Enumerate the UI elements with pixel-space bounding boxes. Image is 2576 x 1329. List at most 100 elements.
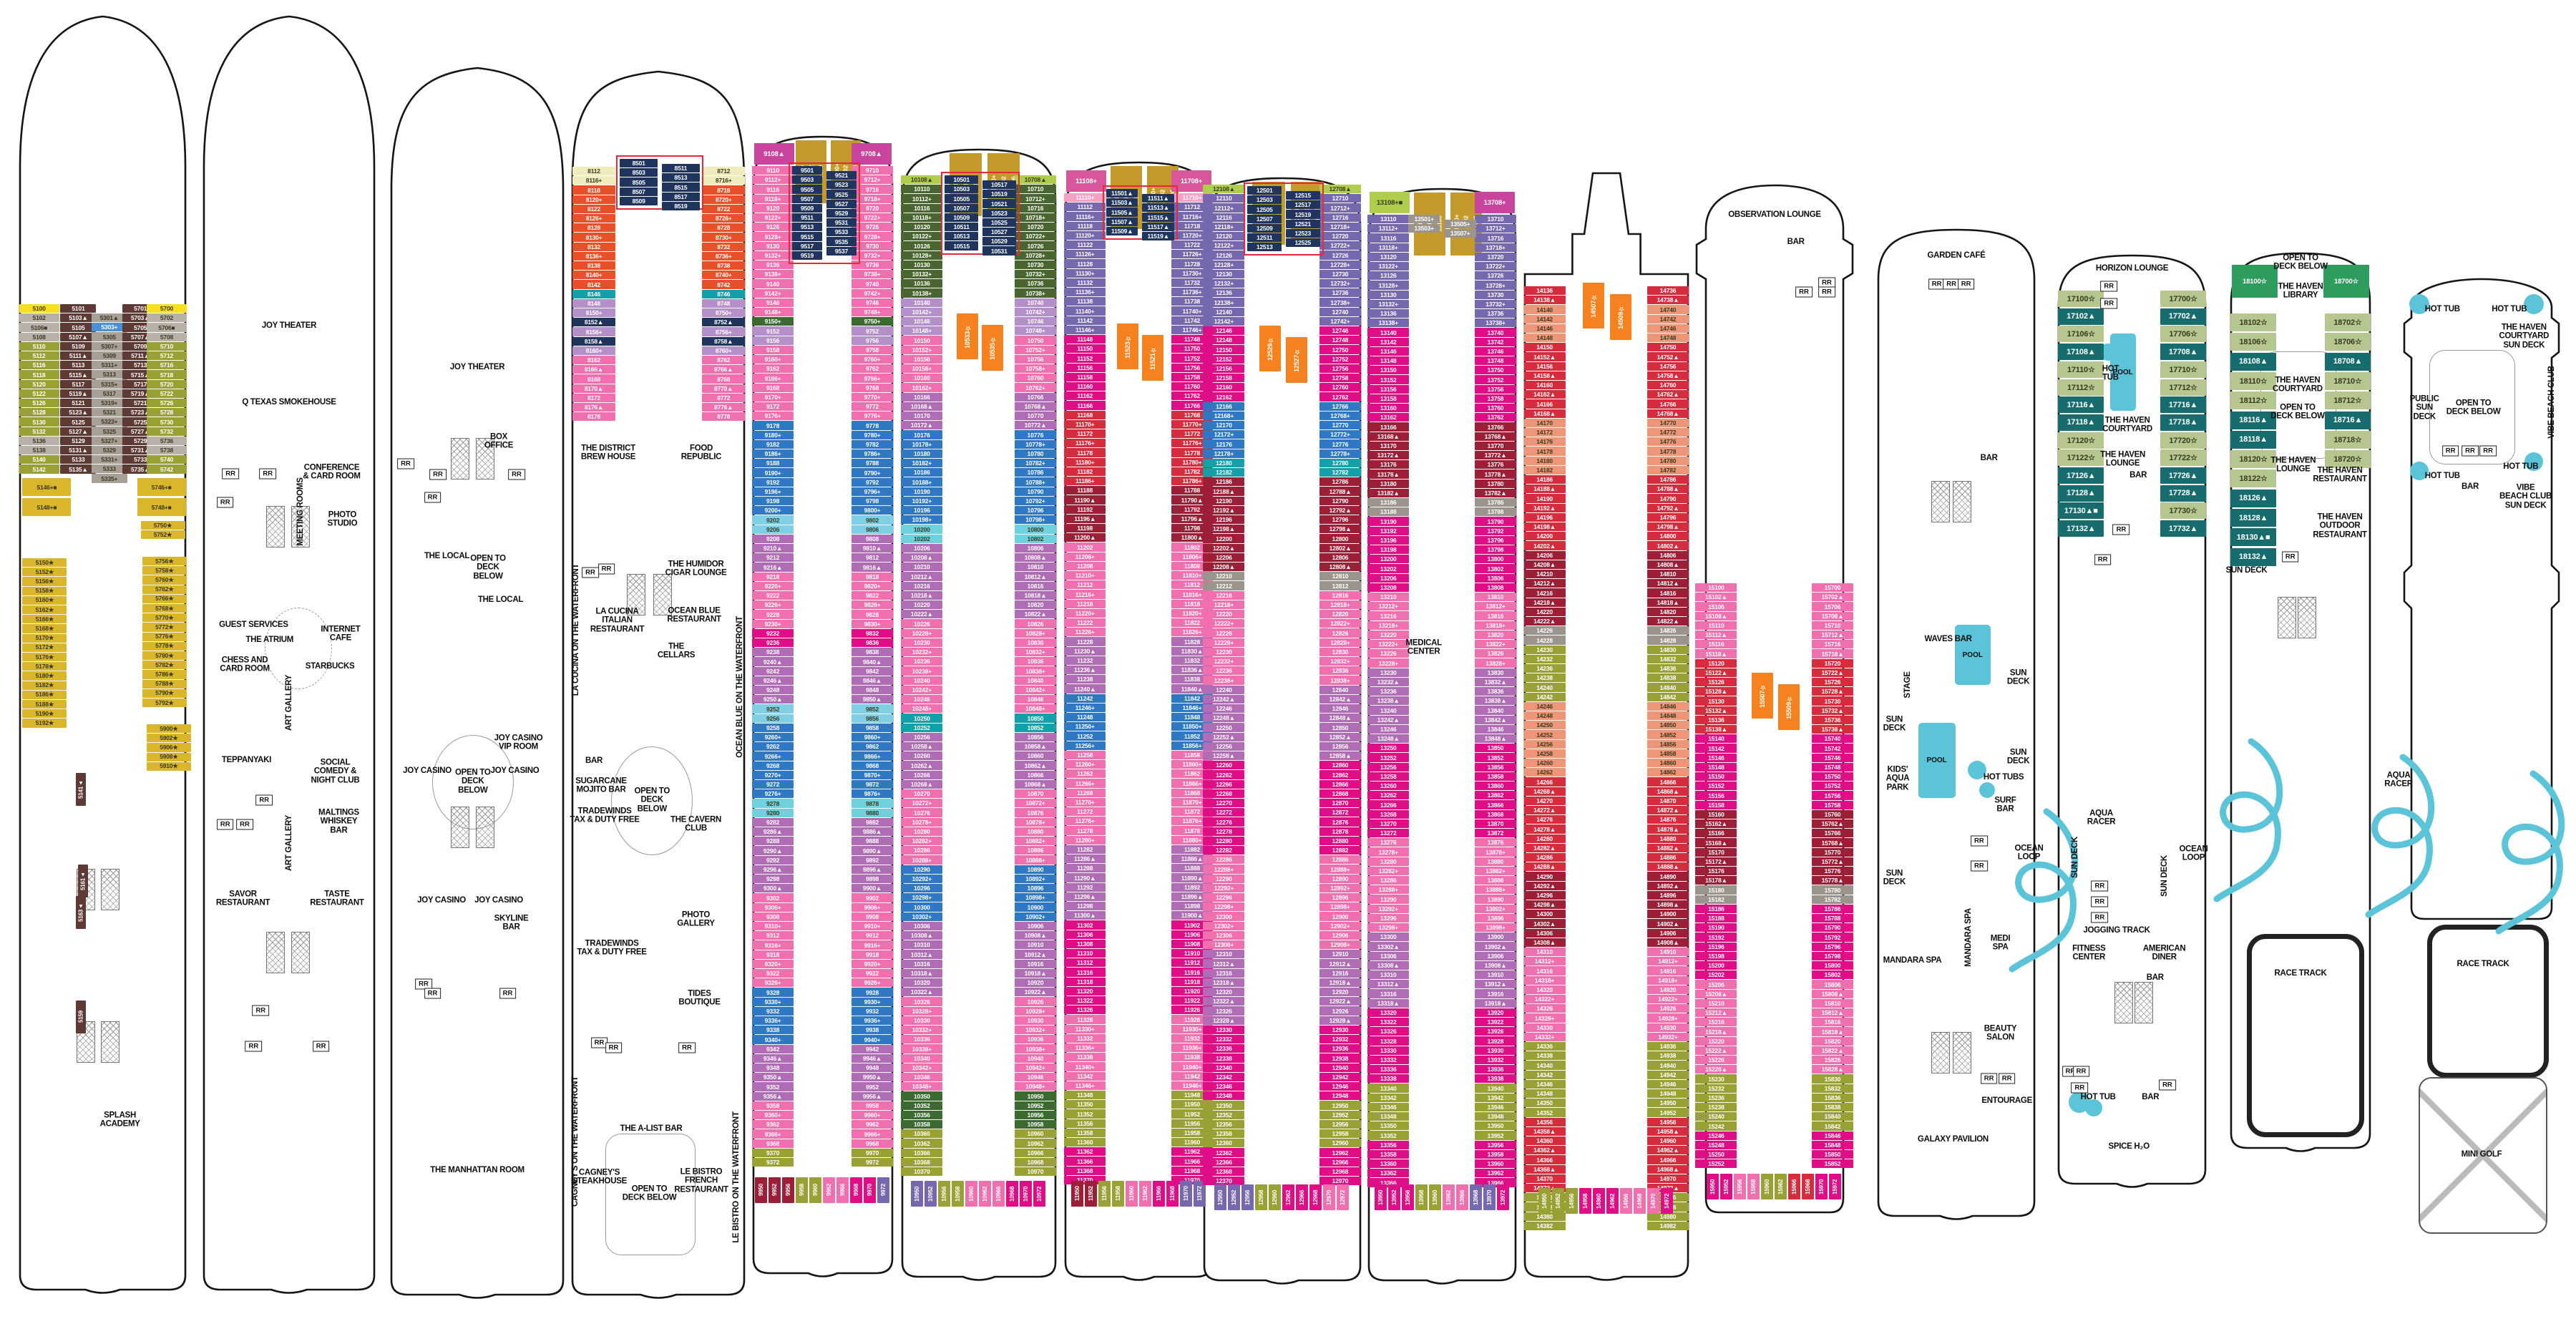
cabin-number: 11342 bbox=[1064, 1071, 1106, 1081]
cabin-number: 13182▲ bbox=[1367, 488, 1410, 498]
cabin-number: 14302▲ bbox=[1523, 919, 1566, 928]
cabin-number: 8146 bbox=[572, 289, 615, 298]
cabin-number: 11142 bbox=[1064, 316, 1106, 325]
cabin-number: 10862▲ bbox=[1015, 761, 1056, 770]
cabin-number: 10942+ bbox=[1015, 1063, 1056, 1073]
cabin-number: 9830+ bbox=[852, 619, 893, 628]
cabin-number: 5910★ bbox=[146, 761, 191, 771]
cabin-number: 9936+ bbox=[852, 1016, 893, 1026]
cabin-number: 12118+ bbox=[1203, 222, 1245, 232]
cabin-number: 14742 bbox=[1647, 314, 1689, 323]
cabin-number: 9362 bbox=[752, 1120, 794, 1129]
venue-label: JOY THEATER bbox=[449, 362, 505, 371]
cabin-number: 13828+ bbox=[1475, 658, 1516, 668]
cabin-number: 14252 bbox=[1523, 730, 1566, 739]
cabin-number: 8742 bbox=[702, 280, 746, 289]
cabin-number: 11158 bbox=[1064, 372, 1106, 382]
cabin-number: 9352 bbox=[752, 1082, 794, 1091]
cabin-number: 9882 bbox=[852, 817, 893, 827]
cabin-number: 10788+ bbox=[1015, 477, 1056, 487]
cabin-number: 11276+ bbox=[1064, 817, 1106, 826]
cabin-number: 13503+ bbox=[1407, 224, 1440, 233]
cabin-number: 12356 bbox=[1203, 1119, 1245, 1129]
cabin-number: 9732+ bbox=[852, 250, 893, 261]
venue-label: KIDS' AQUA PARK bbox=[1885, 765, 1910, 792]
cabin-number: 11208 bbox=[1064, 561, 1106, 571]
cabin-number: 10513 bbox=[945, 232, 978, 241]
cabin-number: 9501 bbox=[792, 166, 822, 175]
cabin-number: 15716 bbox=[1812, 640, 1853, 649]
elevator-icon bbox=[476, 807, 494, 848]
cabin-number: 10122+ bbox=[901, 232, 943, 241]
cabin-number: 15166 bbox=[1695, 829, 1737, 838]
cabin-number: 12322▲ bbox=[1203, 997, 1245, 1006]
cabin-number: 9896▲ bbox=[852, 865, 893, 875]
cabin-number: 10192+ bbox=[901, 496, 943, 506]
cabin-number: 13272 bbox=[1367, 829, 1410, 838]
cabin-number: 18720☆ bbox=[2325, 450, 2371, 469]
cabin-number: 11848 bbox=[1171, 713, 1213, 722]
cabin-number: 9968 bbox=[852, 1139, 893, 1148]
cabin-number: 10302+ bbox=[901, 912, 943, 921]
cabin-number: 14758▲ bbox=[1647, 371, 1689, 381]
cabin-number: 13242▲ bbox=[1367, 715, 1410, 724]
studio-cabin-block: 10501 10503 10505 10507 10509 10511 10513 10515… bbox=[941, 172, 1020, 255]
cabin-number: 13768▲ bbox=[1475, 432, 1516, 441]
cabin-number: 5776★ bbox=[142, 632, 187, 641]
cabin-number: 12126 bbox=[1203, 250, 1245, 260]
cabin-number: 9748+ bbox=[852, 308, 893, 317]
cabin-number: 12892+ bbox=[1319, 883, 1361, 893]
cabin-number: 9750+ bbox=[852, 317, 893, 326]
cabin-number: 9268 bbox=[752, 761, 794, 770]
cabin-number: 15228▲ bbox=[1695, 1065, 1737, 1074]
cabin-number: 13858 bbox=[1475, 771, 1516, 782]
cabin-number: 13148 bbox=[1367, 356, 1410, 366]
cabin-number: 5118 bbox=[19, 370, 59, 379]
venue-label: OPEN TO DECK BELOW bbox=[2270, 403, 2325, 421]
cabin-number: 11718 bbox=[1171, 221, 1213, 230]
cabin-number: 12960 bbox=[1319, 1139, 1361, 1148]
cabin-number: 15180 bbox=[1695, 885, 1737, 895]
cabin-number: 9130 bbox=[752, 241, 794, 250]
cabin-number: 5101 bbox=[60, 304, 97, 313]
cabin-number: 12358 bbox=[1203, 1129, 1245, 1139]
cabin-number: 15132▲ bbox=[1695, 706, 1737, 715]
cabin-number: 9768 bbox=[852, 383, 893, 392]
cabin-number: 18710☆ bbox=[2325, 371, 2371, 390]
cabin-number: 13360 bbox=[1367, 1159, 1410, 1169]
restroom-label: RR bbox=[499, 988, 517, 999]
cabin-number: 13940 bbox=[1475, 1084, 1516, 1093]
cabin-number: 10272+ bbox=[901, 799, 943, 808]
cabin-number: 18120☆ bbox=[2230, 450, 2277, 469]
cabin-number: 15810 bbox=[1812, 998, 1853, 1008]
cabin-number: 11888 bbox=[1171, 864, 1213, 873]
venue-label: OPEN TO DECK BELOW bbox=[2273, 253, 2328, 271]
cabin-number: 11790▲ bbox=[1171, 495, 1213, 505]
cabin-number: 14916 bbox=[1647, 966, 1689, 975]
cabin-number: 10270 bbox=[901, 789, 943, 799]
cabin-number: 5311+ bbox=[91, 361, 127, 370]
venue-label: THE HAVEN COURTYARD bbox=[2273, 376, 2323, 394]
cabin-number: 11806+ bbox=[1171, 552, 1213, 561]
cabin-number: 17730☆ bbox=[2160, 502, 2206, 520]
cabin-number: 10262▲ bbox=[901, 761, 943, 770]
cabin-number: 12910 bbox=[1319, 950, 1361, 959]
cabin-number: 11286▲ bbox=[1064, 855, 1106, 864]
cabin-number: 9503 bbox=[792, 175, 822, 185]
cabin-number: 15826 bbox=[1812, 1056, 1853, 1065]
cabin-number: 12766 bbox=[1319, 401, 1361, 411]
venue-label: MANDARA SPA bbox=[1963, 908, 1973, 967]
cabin-number: 8776▲ bbox=[702, 403, 746, 412]
cabin-number: 10322▲ bbox=[901, 988, 943, 997]
cabin-number: 15802 bbox=[1812, 970, 1853, 980]
cabin-number: 8505 bbox=[620, 177, 658, 187]
cabin-number: 5708 bbox=[146, 332, 187, 341]
cabin-number: 10350 bbox=[901, 1091, 943, 1101]
cabin-number: 9332 bbox=[752, 1006, 794, 1016]
cabin-number: 11900▲ bbox=[1171, 911, 1213, 920]
cabin-number: 12966 bbox=[1296, 1184, 1308, 1210]
cabin-number: 11820+ bbox=[1171, 608, 1213, 618]
restroom-label: RR bbox=[415, 978, 432, 990]
cabin-number: 12198▲ bbox=[1203, 525, 1245, 534]
cabin-number: 5331+ bbox=[91, 455, 127, 464]
